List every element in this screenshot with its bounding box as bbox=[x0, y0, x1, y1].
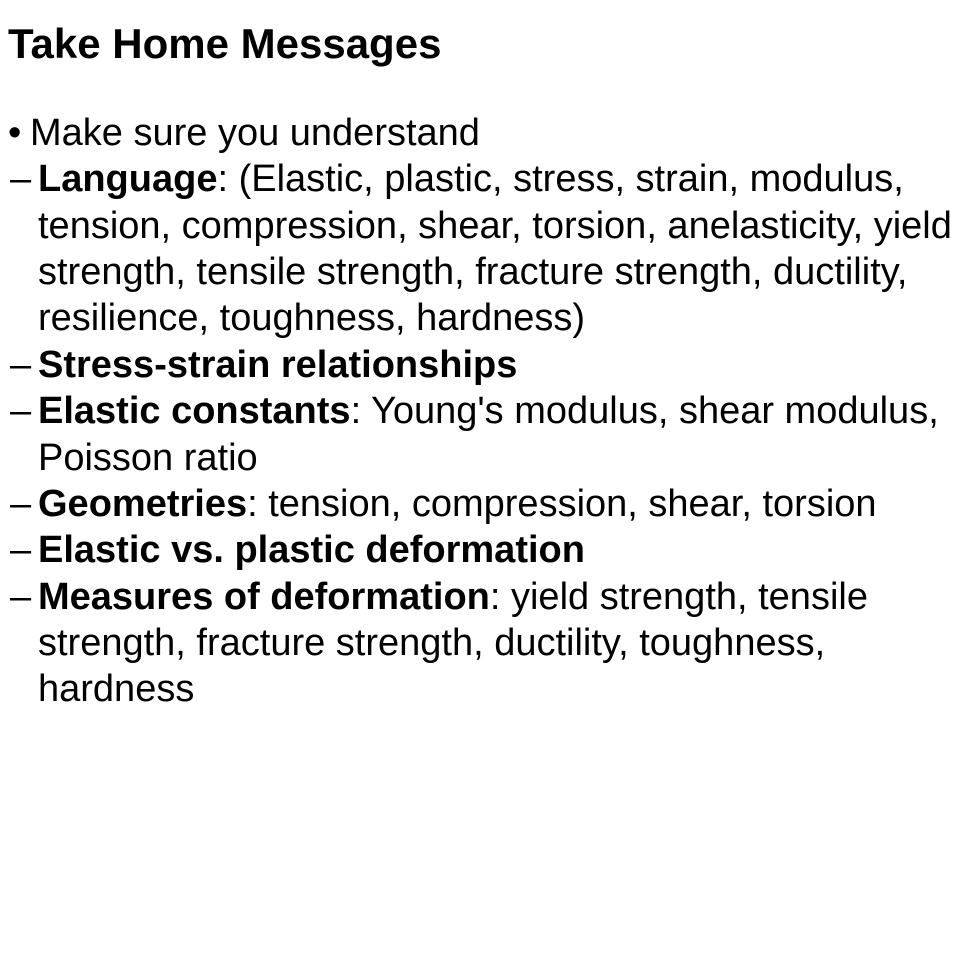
sub-item-text: Elastic constants: Young's modulus, shea… bbox=[38, 388, 952, 481]
sub-marker: – bbox=[10, 481, 38, 527]
slide-page: Take Home Messages • Make sure you under… bbox=[0, 0, 960, 721]
slide-title: Take Home Messages bbox=[8, 20, 952, 68]
sub-item: – Stress-strain relationships bbox=[10, 342, 952, 388]
sub-item-label: Stress-strain relationships bbox=[38, 344, 517, 386]
sub-item-text: Geometries: tension, compression, shear,… bbox=[38, 481, 952, 527]
sub-item-label: Measures of deformation bbox=[38, 576, 490, 618]
sub-item-text: Stress-strain relationships bbox=[38, 342, 952, 388]
sub-marker: – bbox=[10, 156, 38, 202]
sub-marker: – bbox=[10, 527, 38, 573]
sub-marker: – bbox=[10, 574, 38, 620]
sub-item-label: Elastic constants bbox=[38, 390, 351, 432]
sub-item-label: Geometries bbox=[38, 483, 247, 525]
sub-item: – Elastic constants: Young's modulus, sh… bbox=[10, 388, 952, 481]
sub-item: – Geometries: tension, compression, shea… bbox=[10, 481, 952, 527]
sub-item-label: Elastic vs. plastic deformation bbox=[38, 529, 585, 571]
sub-item: – Measures of deformation: yield strengt… bbox=[10, 574, 952, 713]
sub-item-text: Measures of deformation: yield strength,… bbox=[38, 574, 952, 713]
bullet-text: Make sure you understand bbox=[30, 110, 480, 156]
sub-item-text: Language: (Elastic, plastic, stress, str… bbox=[38, 156, 952, 341]
bullet-row: • Make sure you understand bbox=[8, 110, 952, 156]
sub-item-rest: : tension, compression, shear, torsion bbox=[247, 483, 876, 525]
sub-item: – Language: (Elastic, plastic, stress, s… bbox=[10, 156, 952, 341]
sub-marker: – bbox=[10, 388, 38, 434]
sub-item-text: Elastic vs. plastic deformation bbox=[38, 527, 952, 573]
sub-item-label: Language bbox=[38, 158, 217, 200]
sub-marker: – bbox=[10, 342, 38, 388]
sub-items-container: – Language: (Elastic, plastic, stress, s… bbox=[8, 156, 952, 712]
sub-item: – Elastic vs. plastic deformation bbox=[10, 527, 952, 573]
bullet-marker: • bbox=[8, 110, 30, 156]
